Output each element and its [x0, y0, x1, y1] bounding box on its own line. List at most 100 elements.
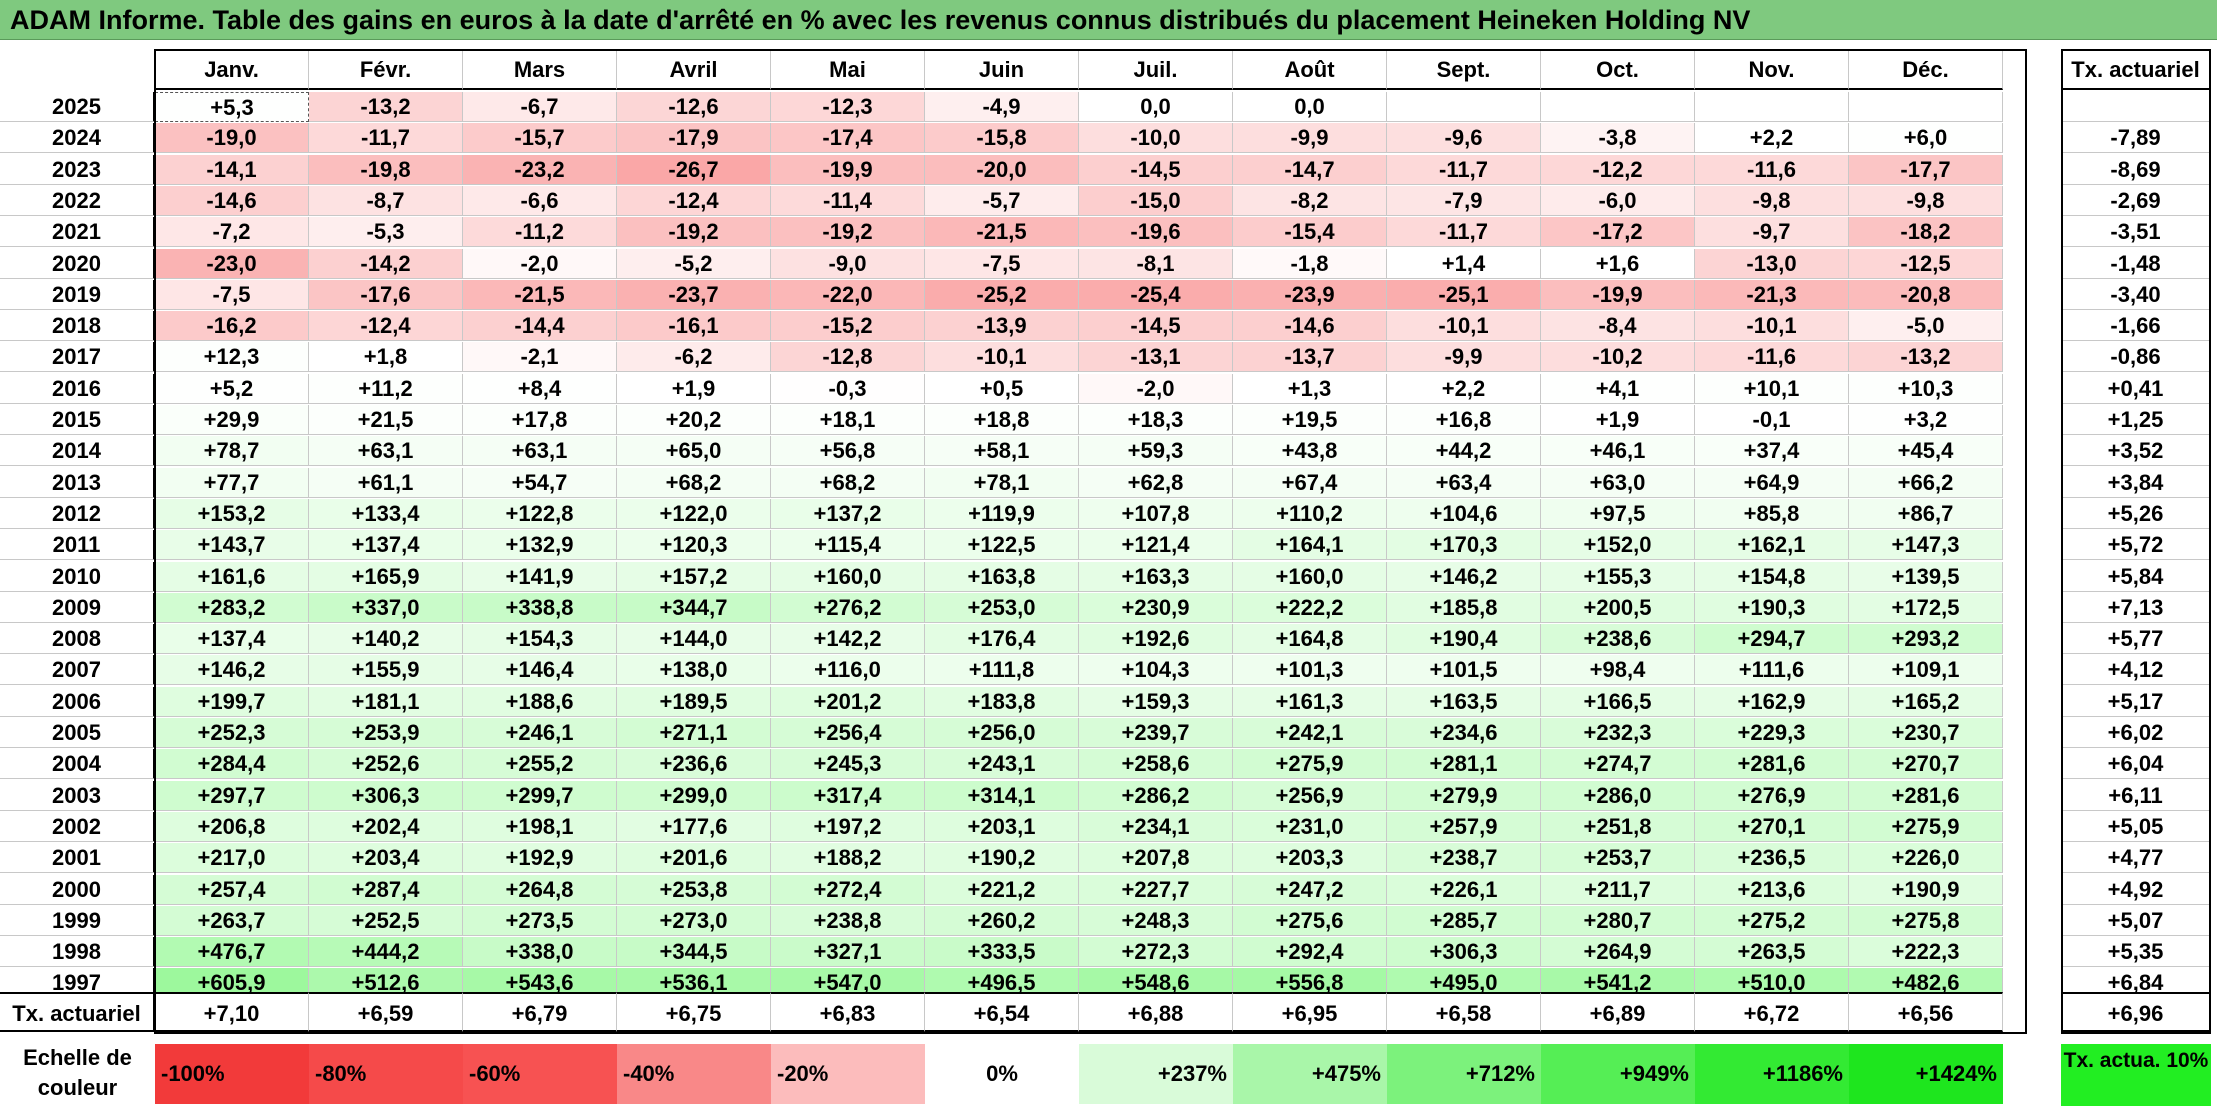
table-cell: +101,3 [1233, 655, 1387, 686]
color-scale-step: -20% [771, 1044, 925, 1104]
table-cell: -14,2 [309, 248, 463, 279]
table-cell: +252,5 [309, 905, 463, 936]
table-cell: +281,6 [1849, 780, 2003, 811]
table-cell: -9,8 [1849, 185, 2003, 216]
table-cell: +264,9 [1541, 937, 1695, 968]
table-cell: +122,5 [925, 530, 1079, 561]
rate-cell: +5,17 [2062, 686, 2210, 717]
table-cell: -2,0 [463, 248, 617, 279]
table-cell: +281,1 [1387, 749, 1541, 780]
table-cell: +344,5 [617, 937, 771, 968]
column-header: Nov. [1695, 50, 1849, 90]
table-cell: +213,6 [1695, 874, 1849, 905]
table-cell: +253,8 [617, 874, 771, 905]
table-cell: +297,7 [155, 780, 309, 811]
table-cell: +189,5 [617, 686, 771, 717]
table-cell: +78,1 [925, 467, 1079, 498]
table-cell: +281,6 [1695, 749, 1849, 780]
table-cell: +138,0 [617, 655, 771, 686]
table-cell: +163,8 [925, 561, 1079, 592]
color-scale-step: +949% [1541, 1044, 1695, 1104]
color-scale-step: -100% [155, 1044, 309, 1104]
table-cell: +270,1 [1695, 811, 1849, 842]
table-cell: -20,0 [925, 154, 1079, 185]
table-cell: +122,0 [617, 498, 771, 529]
row-year-label: 2007 [0, 655, 155, 686]
table-cell: -13,0 [1695, 248, 1849, 279]
table-cell: 0,0 [1079, 92, 1233, 122]
column-header: Mars [463, 50, 617, 90]
table-cell: +306,3 [309, 780, 463, 811]
table-cell: +146,2 [155, 655, 309, 686]
rate-cell: +6,02 [2062, 718, 2210, 748]
table-cell: -14,7 [1233, 154, 1387, 185]
table-cell: +1,3 [1233, 373, 1387, 404]
table-cell: +211,7 [1541, 874, 1695, 905]
table-cell: +248,3 [1079, 905, 1233, 936]
rate-cell: -1,66 [2062, 311, 2210, 342]
table-cell: +18,1 [771, 405, 925, 435]
table-cell: +10,3 [1849, 373, 2003, 404]
table-cell: +98,4 [1541, 655, 1695, 686]
table-cell: +234,6 [1387, 718, 1541, 748]
table-cell: +1,9 [1541, 405, 1695, 435]
table-cell: -11,4 [771, 185, 925, 216]
row-year-label: 1999 [0, 905, 155, 936]
table-cell: -12,6 [617, 92, 771, 122]
table-cell: +276,9 [1695, 780, 1849, 811]
table-cell: -15,0 [1079, 185, 1233, 216]
table-cell: +56,8 [771, 436, 925, 467]
table-cell: -25,4 [1079, 279, 1233, 310]
table-cell: -25,1 [1387, 279, 1541, 310]
totals-cell: +6,95 [1233, 992, 1387, 1032]
table-cell: +327,1 [771, 937, 925, 968]
table-cell: -3,8 [1541, 123, 1695, 154]
table-cell: +144,0 [617, 624, 771, 655]
table-cell: +243,1 [925, 749, 1079, 780]
table-cell: +162,9 [1695, 686, 1849, 717]
totals-cell: +7,10 [155, 992, 309, 1032]
table-cell: +226,0 [1849, 843, 2003, 874]
column-header: Sept. [1387, 50, 1541, 90]
table-cell: +59,3 [1079, 436, 1233, 467]
table-cell: -8,4 [1541, 311, 1695, 342]
table-cell: +188,2 [771, 843, 925, 874]
table-cell: -21,3 [1695, 279, 1849, 310]
color-scale-step: +712% [1387, 1044, 1541, 1104]
table-cell: +4,1 [1541, 373, 1695, 404]
table-cell: +11,2 [309, 373, 463, 404]
table-cell: +556,8 [1233, 968, 1387, 999]
table-cell: -12,4 [617, 185, 771, 216]
table-cell: +139,5 [1849, 561, 2003, 592]
table-cell: +251,8 [1541, 811, 1695, 842]
table-cell: +157,2 [617, 561, 771, 592]
table-cell: +152,0 [1541, 530, 1695, 561]
table-cell: +238,7 [1387, 843, 1541, 874]
table-cell: +275,9 [1849, 811, 2003, 842]
table-cell: +190,4 [1387, 624, 1541, 655]
table-cell: +165,2 [1849, 686, 2003, 717]
table-cell: -16,1 [617, 311, 771, 342]
rate-cell: -3,51 [2062, 217, 2210, 248]
table-cell: -13,9 [925, 311, 1079, 342]
table-cell: +154,3 [463, 624, 617, 655]
totals-cell: +6,54 [925, 992, 1079, 1032]
table-cell: +116,0 [771, 655, 925, 686]
rate-cell: -8,69 [2062, 154, 2210, 185]
table-cell: -14,6 [1233, 311, 1387, 342]
table-cell: +146,4 [463, 655, 617, 686]
table-cell: +63,1 [309, 436, 463, 467]
table-cell: -1,8 [1233, 248, 1387, 279]
row-year-label: 2022 [0, 185, 155, 216]
table-cell: +111,8 [925, 655, 1079, 686]
table-cell: +227,7 [1079, 874, 1233, 905]
row-year-label: 2002 [0, 811, 155, 842]
table-cell: -4,9 [925, 92, 1079, 122]
table-cell: +133,4 [309, 498, 463, 529]
table-cell: +85,8 [1695, 498, 1849, 529]
table-cell: +122,8 [463, 498, 617, 529]
table-cell: -12,3 [771, 92, 925, 122]
row-year-label: 2008 [0, 624, 155, 655]
rate-cell: +5,07 [2062, 905, 2210, 936]
table-cell: -13,7 [1233, 342, 1387, 373]
